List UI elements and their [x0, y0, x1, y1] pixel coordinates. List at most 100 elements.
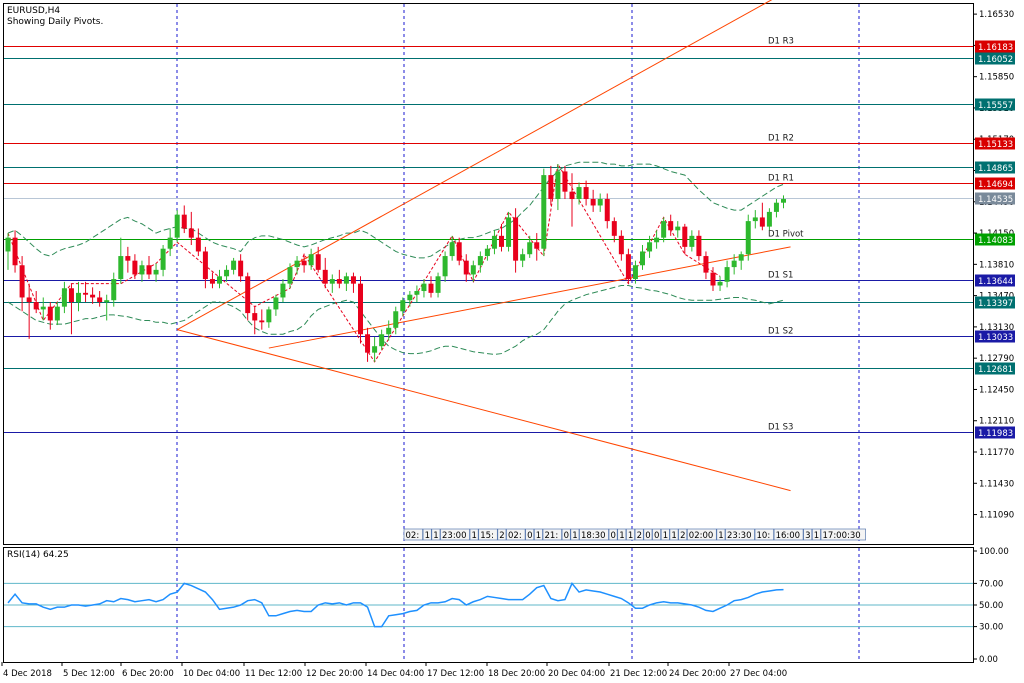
candle-body — [97, 297, 103, 303]
time-label: 1 — [536, 531, 541, 541]
candle-body — [146, 265, 152, 275]
pivot-label: D1 R2 — [768, 134, 794, 144]
candle-body — [428, 283, 434, 293]
time-tick-label: 20 Dec 04:00 — [548, 669, 605, 679]
time-label: 23:00 — [442, 531, 467, 541]
candle-body — [132, 260, 138, 275]
time-tick-label: 11 Dec 12:00 — [245, 669, 302, 679]
candle-body — [202, 251, 208, 280]
time-label-box — [643, 528, 653, 541]
candle-body — [83, 292, 89, 295]
candle-body — [668, 221, 674, 231]
candle-body — [696, 235, 702, 257]
price-tag-box — [975, 52, 1015, 65]
candle-body — [520, 254, 526, 261]
candle-body — [47, 306, 53, 321]
pivot-label: D1 R3 — [768, 37, 794, 47]
price-tick-label: 1.11770 — [979, 448, 1014, 458]
candle-body — [773, 202, 779, 212]
candle-body — [781, 199, 786, 203]
candle-body — [534, 242, 540, 249]
time-label: 02:00 — [689, 531, 714, 541]
price-tag: 1.14083 — [978, 236, 1013, 246]
time-label-box — [431, 528, 441, 541]
time-label: 15: — [480, 531, 494, 541]
time-label-box — [506, 528, 526, 541]
price-tag: 1.16052 — [978, 55, 1013, 65]
price-tag: 1.14694 — [978, 180, 1013, 190]
candle-body — [54, 306, 60, 321]
time-label-box — [634, 528, 644, 541]
time-label: 2 — [499, 531, 504, 541]
time-tick-label: 27 Dec 04:00 — [730, 669, 787, 679]
candle-body — [336, 279, 342, 284]
rsi-tick-label: 50.00 — [979, 601, 1003, 611]
time-label: 21: — [545, 531, 559, 541]
time-label-box — [570, 528, 580, 541]
candle-body — [266, 309, 272, 323]
time-label-box — [525, 528, 535, 541]
pivot-label: D1 S1 — [768, 271, 793, 281]
time-tick-label: 24 Dec 20:00 — [669, 669, 726, 679]
time-label: 2 — [637, 531, 642, 541]
price-tag: 1.13033 — [978, 333, 1013, 343]
pivot-label: D1 S3 — [768, 423, 793, 433]
price-tick-label: 1.15850 — [979, 73, 1014, 83]
time-label-box — [803, 528, 813, 541]
candle-body — [174, 214, 180, 238]
time-label-box — [608, 528, 618, 541]
bollinger-lower-band — [7, 284, 784, 355]
session-time-labels: 02: 1 1 23:00 1 15: 2 02: 0 1 21: 0 1 18:30 0 1 1 2 0 0 1 1 2 0… — [403, 528, 866, 541]
candle-body — [506, 217, 512, 247]
candle-body — [661, 221, 667, 238]
time-label-box — [440, 528, 470, 541]
price-tick-label: 1.13810 — [979, 260, 1014, 270]
candle-body — [238, 260, 244, 277]
rsi-axis: 100.00 70.00 50.00 30.00 0.00 — [973, 547, 1009, 665]
price-tick-label: 1.12790 — [979, 354, 1014, 364]
candle-body — [477, 256, 483, 266]
time-label-box — [579, 528, 609, 541]
time-label: 0 — [654, 531, 659, 541]
time-label: 23:30 — [727, 531, 752, 541]
candle-body — [654, 237, 660, 243]
rsi-tick-label: 70.00 — [979, 579, 1003, 589]
trend-line-0 — [176, 0, 773, 331]
candle-body — [647, 242, 653, 252]
price-tag: 1.16183 — [978, 43, 1013, 53]
candle-body — [407, 294, 413, 301]
candle-body — [252, 313, 258, 321]
candle-body — [188, 228, 194, 238]
price-tick-label: 1.12450 — [979, 385, 1014, 395]
time-tick-label: 5 Dec 12:00 — [63, 669, 115, 679]
price-tag: 1.14535 — [978, 195, 1013, 205]
candle-body — [414, 291, 420, 295]
candle-body — [435, 276, 441, 293]
time-label: 0 — [527, 531, 532, 541]
pivot-levels: D1 R3 D1 R2 D1 R1 D1 Pivot D1 S1 D1 S2 D1 S3 — [4, 37, 973, 433]
time-label: 0 — [611, 531, 616, 541]
candle-body — [583, 187, 589, 200]
price-tick-label: 1.16530 — [979, 10, 1014, 20]
pivot-label: D1 Pivot — [768, 230, 804, 240]
time-label: 3 — [805, 531, 810, 541]
candle-body — [125, 256, 131, 261]
time-label-box — [725, 528, 755, 541]
price-tick-label: 1.13130 — [979, 323, 1014, 333]
candle-body — [343, 276, 349, 284]
candle-body — [301, 260, 307, 266]
candle-body — [442, 256, 448, 277]
candle-body — [160, 248, 166, 270]
candle-body — [61, 288, 67, 307]
candle-body — [400, 300, 406, 312]
candle-body — [393, 311, 399, 328]
price-tag-box — [975, 296, 1015, 309]
candle-body — [675, 226, 681, 231]
candle-body — [759, 217, 765, 227]
candle-body — [766, 211, 772, 227]
candle-body — [597, 199, 603, 206]
time-tick-label: 21 Dec 12:00 — [610, 669, 667, 679]
candle-body — [379, 334, 385, 347]
time-tick-label: 10 Dec 04:00 — [183, 669, 240, 679]
candle-body — [315, 254, 321, 270]
